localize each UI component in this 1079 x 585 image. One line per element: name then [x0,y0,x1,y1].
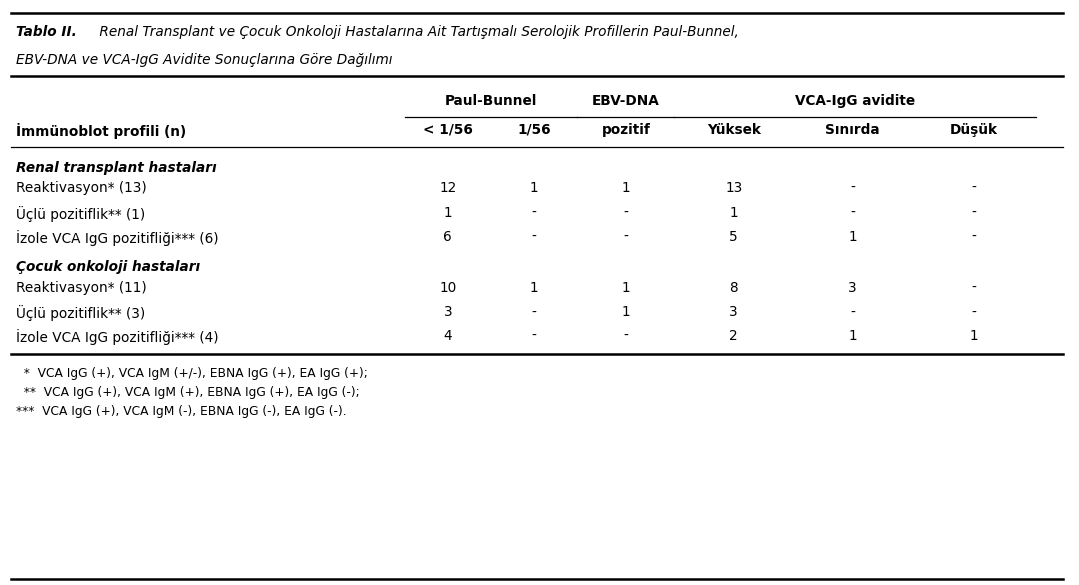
Text: Paul-Bunnel: Paul-Bunnel [445,94,537,108]
Text: 6: 6 [443,230,452,244]
Text: 1: 1 [848,329,857,343]
Text: 8: 8 [729,281,738,295]
Text: 1: 1 [729,206,738,220]
Text: 1: 1 [622,281,630,295]
Text: -: - [971,206,976,220]
Text: Üçlü pozitiflik** (1): Üçlü pozitiflik** (1) [16,206,146,222]
Text: EBV-DNA ve VCA-IgG Avidite Sonuçlarına Göre Dağılımı: EBV-DNA ve VCA-IgG Avidite Sonuçlarına G… [16,53,393,67]
Text: VCA-IgG avidite: VCA-IgG avidite [795,94,915,108]
Text: İzole VCA IgG pozitifliği*** (6): İzole VCA IgG pozitifliği*** (6) [16,230,219,246]
Text: Renal transplant hastaları: Renal transplant hastaları [16,161,217,175]
Text: < 1/56: < 1/56 [423,123,473,137]
Text: -: - [624,206,628,220]
Text: -: - [850,305,855,319]
Text: 5: 5 [729,230,738,244]
Text: Sınırda: Sınırda [825,123,879,137]
Text: -: - [624,230,628,244]
Text: -: - [532,305,536,319]
Text: 1: 1 [848,230,857,244]
Text: -: - [532,230,536,244]
Text: 1: 1 [443,206,452,220]
Text: 2: 2 [729,329,738,343]
Text: 3: 3 [729,305,738,319]
Text: pozitif: pozitif [601,123,651,137]
Text: **  VCA IgG (+), VCA IgM (+), EBNA IgG (+), EA IgG (-);: ** VCA IgG (+), VCA IgM (+), EBNA IgG (+… [16,386,359,399]
Text: -: - [971,305,976,319]
Text: 13: 13 [725,181,742,195]
Text: İmmünoblot profili (n): İmmünoblot profili (n) [16,123,187,139]
Text: Reaktivasyon* (11): Reaktivasyon* (11) [16,281,147,295]
Text: 3: 3 [443,305,452,319]
Text: 1/56: 1/56 [517,123,551,137]
Text: 12: 12 [439,181,456,195]
Text: Yüksek: Yüksek [707,123,761,137]
Text: -: - [850,206,855,220]
Text: Renal Transplant ve Çocuk Onkoloji Hastalarına Ait Tartışmalı Serolojik Profille: Renal Transplant ve Çocuk Onkoloji Hasta… [95,25,739,39]
Text: Düşük: Düşük [950,123,998,137]
Text: -: - [971,281,976,295]
Text: Reaktivasyon* (13): Reaktivasyon* (13) [16,181,147,195]
Text: Üçlü pozitiflik** (3): Üçlü pozitiflik** (3) [16,305,146,321]
Text: 1: 1 [530,181,538,195]
Text: 1: 1 [970,329,978,343]
Text: -: - [532,206,536,220]
Text: İzole VCA IgG pozitifliği*** (4): İzole VCA IgG pozitifliği*** (4) [16,329,219,345]
Text: -: - [624,329,628,343]
Text: 4: 4 [443,329,452,343]
Text: Çocuk onkoloji hastaları: Çocuk onkoloji hastaları [16,260,201,274]
Text: -: - [971,230,976,244]
Text: -: - [850,181,855,195]
Text: 1: 1 [622,181,630,195]
Text: Tablo II.: Tablo II. [16,25,77,39]
Text: 1: 1 [530,281,538,295]
Text: ***  VCA IgG (+), VCA IgM (-), EBNA IgG (-), EA IgG (-).: *** VCA IgG (+), VCA IgM (-), EBNA IgG (… [16,405,346,418]
Text: 3: 3 [848,281,857,295]
Text: -: - [532,329,536,343]
Text: 10: 10 [439,281,456,295]
Text: 1: 1 [622,305,630,319]
Text: EBV-DNA: EBV-DNA [592,94,659,108]
Text: -: - [971,181,976,195]
Text: *  VCA IgG (+), VCA IgM (+/-), EBNA IgG (+), EA IgG (+);: * VCA IgG (+), VCA IgM (+/-), EBNA IgG (… [16,367,368,380]
